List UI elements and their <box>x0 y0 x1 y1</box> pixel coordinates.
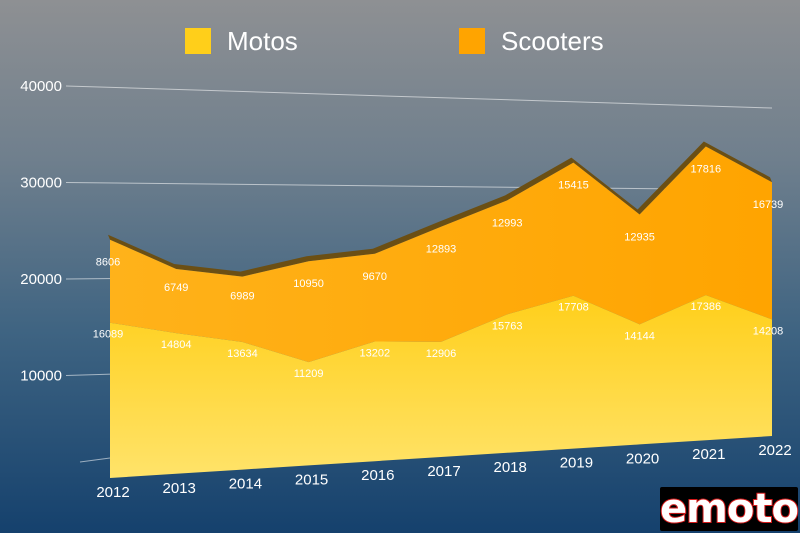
x-tick-label: 2015 <box>295 471 328 488</box>
data-label-scooters: 15415 <box>558 180 589 192</box>
data-label-motos: 15763 <box>492 320 523 332</box>
area-scooters <box>110 146 772 363</box>
area-motos <box>110 295 772 478</box>
data-label-scooters: 12935 <box>624 231 655 243</box>
data-label-motos: 17708 <box>558 302 589 314</box>
x-tick-label: 2014 <box>229 476 262 493</box>
x-tick-label: 2021 <box>692 446 725 463</box>
legend-label-motos: Motos <box>227 25 298 56</box>
y-tick-label: 30000 <box>20 175 62 192</box>
data-label-scooters: 16739 <box>753 199 784 211</box>
data-label-motos: 12906 <box>426 348 457 360</box>
x-tick-label: 2012 <box>96 484 129 501</box>
data-label-scooters: 9670 <box>363 271 387 283</box>
data-label-scooters: 12893 <box>426 244 457 256</box>
legend-item-scooters: Scooters <box>459 24 604 58</box>
gridline <box>65 85 773 109</box>
x-tick-label: 2018 <box>494 459 527 476</box>
legend-swatch-scooters <box>459 28 485 54</box>
data-label-scooters: 12993 <box>492 217 523 229</box>
y-tick-label: 20000 <box>20 271 62 288</box>
y-tick-label: 40000 <box>20 78 62 95</box>
data-label-motos: 16089 <box>93 329 124 341</box>
data-label-motos: 11209 <box>294 368 324 380</box>
x-tick-label: 2017 <box>427 463 460 480</box>
data-label-scooters: 10950 <box>293 278 324 290</box>
emoto-logo: emoto <box>659 486 800 532</box>
legend-swatch-motos <box>185 28 211 54</box>
x-tick-label: 2013 <box>163 480 196 497</box>
legend-item-motos: Motos <box>185 24 298 58</box>
y-tick-label: 10000 <box>20 368 62 385</box>
data-label-scooters: 8606 <box>96 257 120 269</box>
x-tick-label: 2022 <box>758 442 791 459</box>
data-label-motos: 13634 <box>227 348 258 360</box>
data-label-motos: 14208 <box>753 325 784 337</box>
x-tick-label: 2016 <box>361 467 394 484</box>
data-label-scooters: 6749 <box>164 282 188 294</box>
x-tick-label: 2019 <box>560 455 593 472</box>
legend-label-scooters: Scooters <box>501 25 604 56</box>
data-label-motos: 13202 <box>360 347 391 359</box>
data-label-scooters: 6989 <box>230 290 254 302</box>
data-label-scooters: 17816 <box>691 163 722 175</box>
emoto-logo-text: emoto <box>659 486 800 532</box>
data-label-motos: 17386 <box>691 301 722 313</box>
x-tick-label: 2020 <box>626 450 659 467</box>
data-label-motos: 14144 <box>624 330 655 342</box>
baseline <box>79 457 111 463</box>
gridline <box>65 182 773 191</box>
area-depth-ridge <box>108 141 772 277</box>
data-label-motos: 14804 <box>161 339 192 351</box>
